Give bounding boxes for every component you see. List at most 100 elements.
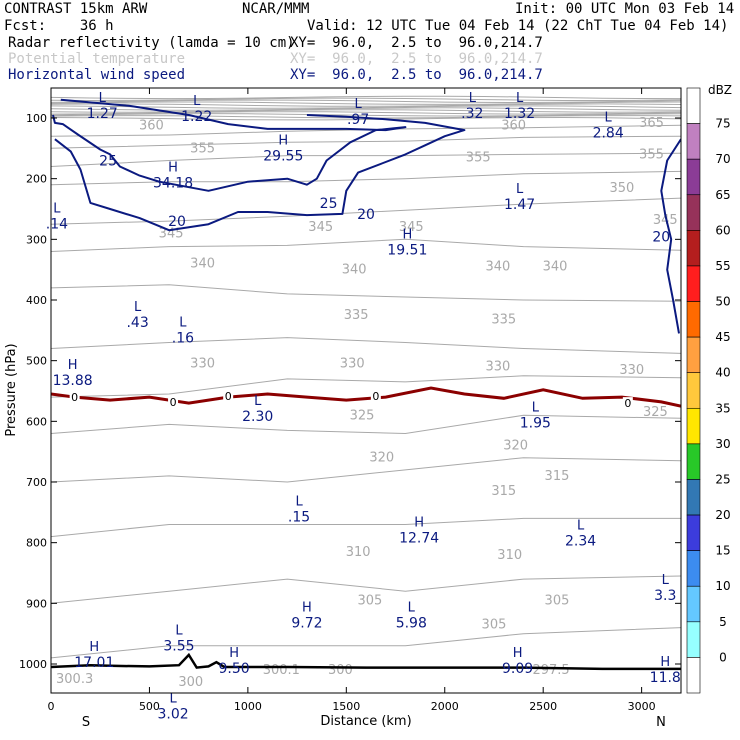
theta-label: 300 <box>328 663 353 678</box>
upper-isentrope <box>51 105 681 109</box>
terrain-line <box>51 652 681 671</box>
upper-isentrope <box>51 113 681 117</box>
zero-isotherm: 0 0 0 0 0 <box>51 386 681 410</box>
colorbar-level: 40 <box>715 366 730 380</box>
wind-contour-labels: 25 25 20 20 20 <box>99 153 670 245</box>
theta-label: 320 <box>503 439 528 454</box>
theta-label: 305 <box>358 593 383 608</box>
extremum-value: 5.98 <box>396 615 427 631</box>
x-tick-label: 3000 <box>628 700 656 713</box>
y-tick-label: 700 <box>26 476 47 489</box>
field-1-name: Radar reflectivity (lamda = 10 cm) <box>8 35 295 51</box>
extremum-low: L1.27 <box>87 91 118 122</box>
extremum-value: 11.8 <box>650 670 681 686</box>
extremum-kind: L <box>577 519 585 534</box>
zero-label: 0 <box>624 397 631 410</box>
extremum-low: L3.02 <box>157 691 188 722</box>
extremum-value: 3.55 <box>163 639 194 655</box>
theta-contours <box>51 124 681 659</box>
extremum-value: 34.18 <box>153 176 193 192</box>
zero-label: 0 <box>372 390 379 403</box>
y-tick-label: 100 <box>26 112 47 125</box>
extremum-high: H13.88 <box>53 358 93 389</box>
y-tick-label: 600 <box>26 415 47 428</box>
theta-label: 335 <box>344 308 369 323</box>
theta-line-330 <box>51 337 681 354</box>
wind-contour-20 <box>54 114 466 232</box>
extremum-kind: H <box>660 655 670 670</box>
extremum-low: L2.34 <box>565 519 596 550</box>
extremum-value: .97 <box>347 112 369 128</box>
colorbar-swatch <box>686 550 701 587</box>
colorbar-level: 65 <box>715 188 730 202</box>
extremum-value: 29.55 <box>263 148 303 164</box>
extremum-kind: L <box>469 91 477 106</box>
theta-label: 300.3 <box>56 672 93 687</box>
colorbar-level: 35 <box>715 401 730 415</box>
y-tick-label: 400 <box>26 294 47 307</box>
extremum-value: 9.09 <box>502 661 533 677</box>
theta-label: 325 <box>350 408 375 423</box>
colorbar-swatch <box>686 443 701 480</box>
extremum-value: 3.02 <box>157 706 188 722</box>
extremum-kind: L <box>516 91 524 106</box>
colorbar-swatch <box>686 372 701 409</box>
x-axis-label: Distance (km) <box>320 714 411 729</box>
x-tick-label: 1000 <box>234 700 262 713</box>
extremum-value: 3.3 <box>654 588 676 604</box>
theta-label: 310 <box>346 545 371 560</box>
colorbar-swatch <box>686 657 701 694</box>
extremum-kind: H <box>302 600 312 615</box>
wind-label: 20 <box>652 229 670 245</box>
theta-label: 340 <box>342 263 367 278</box>
extremum-value: 17.01 <box>74 655 114 671</box>
extremum-high: H12.74 <box>399 516 439 547</box>
theta-label: 297.5 <box>532 663 569 678</box>
extremum-low: L3.55 <box>163 624 194 655</box>
zero-label-bg <box>223 389 234 401</box>
colorbar-level: 75 <box>715 117 730 131</box>
extremum-kind: L <box>516 182 524 197</box>
extremum-low: L1.47 <box>504 182 535 213</box>
extremum-low: L3.3 <box>654 573 676 604</box>
extremum-high: H34.18 <box>153 161 193 192</box>
extremum-kind: L <box>193 94 201 109</box>
colorbar-level: 55 <box>715 259 730 273</box>
theta-line-350 <box>51 170 681 186</box>
theta-label: 345 <box>653 213 678 228</box>
theta-label: 300 <box>178 675 203 690</box>
extremum-kind: L <box>134 300 142 315</box>
colorbar-swatch <box>686 265 701 302</box>
extremum-value: 1.27 <box>87 106 118 122</box>
y-tick-label: 200 <box>26 173 47 186</box>
zero-isotherm-line <box>51 386 681 408</box>
theta-label: 325 <box>643 405 668 420</box>
extremum-kind: L <box>175 624 183 639</box>
theta-label: 320 <box>369 451 394 466</box>
init-time: Init: 00 UTC Mon 03 Feb 14 <box>515 1 735 17</box>
extremum-value: 19.51 <box>387 242 427 258</box>
y-tick-label: 1000 <box>19 658 47 671</box>
field-2-name: Potential temperature <box>8 51 186 67</box>
theta-label: 300.1 <box>263 663 300 678</box>
colorbar-swatch <box>686 123 701 160</box>
extremum-high: H29.55 <box>263 133 303 164</box>
upper-isentrope <box>51 97 681 102</box>
colorbar-swatch <box>686 621 701 658</box>
theta-label: 340 <box>485 260 510 275</box>
theta-line-335 <box>51 284 681 302</box>
extremum-kind: L <box>53 201 61 216</box>
upper-isentrope <box>51 116 681 121</box>
zero-label-bg <box>622 397 633 409</box>
extremum-high: H9.09 <box>502 646 533 677</box>
extremum-kind: L <box>169 691 177 706</box>
theta-label: 365 <box>639 116 664 131</box>
extremum-value: 1.32 <box>504 106 535 122</box>
field-1-xy: XY= 96.0, 2.5 to 96.0,214.7 <box>290 35 543 51</box>
extremum-high: H17.01 <box>74 640 114 671</box>
colorbar-swatch <box>686 194 701 231</box>
extremum-value: 2.84 <box>593 125 624 141</box>
upper-isentrope <box>51 109 681 113</box>
theta-label: 330 <box>485 360 510 375</box>
